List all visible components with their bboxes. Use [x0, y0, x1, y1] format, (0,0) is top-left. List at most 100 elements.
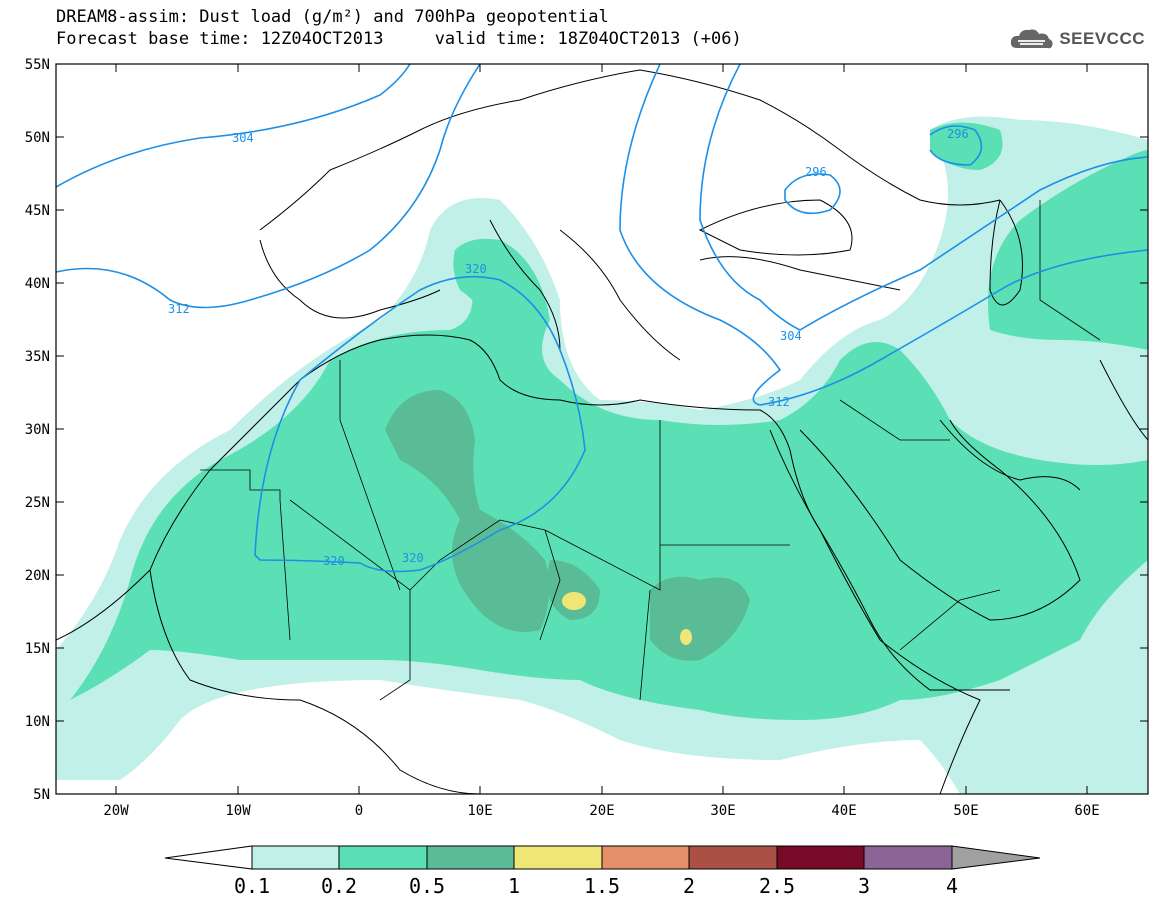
lat-label: 35N	[25, 349, 50, 365]
coastline-india	[1099, 359, 1148, 441]
border-line	[639, 589, 651, 701]
dust-field-mid	[988, 150, 1148, 350]
coastline-europe	[259, 69, 1001, 231]
contour-312-west	[56, 64, 481, 309]
border-line	[899, 589, 1001, 651]
contour-label: 320	[402, 551, 424, 565]
lon-label: 40E	[831, 803, 856, 819]
border-line	[539, 529, 561, 641]
contour-296-loop	[784, 173, 841, 215]
colorbar-right-arrow	[951, 845, 1041, 870]
lon-label: 0	[355, 803, 363, 819]
contour-label: 320	[465, 262, 487, 276]
lat-label: 25N	[25, 495, 50, 511]
colorbar-swatch	[513, 845, 603, 870]
seevccc-logo: SEEVCCC	[1009, 26, 1145, 52]
lon-label: 10W	[225, 803, 251, 819]
contour-304-west	[56, 64, 411, 188]
colorbar-swatch	[863, 845, 953, 870]
colorbar-swatch	[426, 845, 515, 870]
lat-label: 40N	[25, 276, 50, 292]
coastline-horn	[879, 639, 981, 794]
contour-label: 320	[323, 554, 345, 568]
colorbar-label: 3	[858, 874, 870, 898]
coastline-africa-w	[149, 569, 481, 794]
lon-label: 10E	[467, 803, 492, 819]
contour-label: 304	[780, 329, 802, 343]
logo-text: SEEVCCC	[1059, 29, 1145, 48]
colorbar-label: 2	[683, 874, 695, 898]
colorbar-swatch	[251, 845, 340, 870]
colorbar-labels: 0.1 0.2 0.5 1 1.5 2 2.5 3 4	[234, 874, 958, 898]
geopotential-contours	[56, 64, 1148, 573]
colorbar-label: 0.1	[234, 874, 270, 898]
map-title: DREAM8-assim: Dust load (g/m²) and 700hP…	[56, 7, 609, 27]
coastlines	[56, 69, 1148, 794]
lon-labels: 20W 10W 0 10E 20E 30E 40E 50E 60E	[103, 803, 1099, 819]
lat-label: 55N	[25, 57, 50, 73]
contour-labels: 304 312 320 320 320 296 296 304 312	[168, 127, 969, 568]
coastline-italy	[489, 219, 561, 351]
lat-label: 45N	[25, 203, 50, 219]
lon-label: 30E	[710, 803, 735, 819]
colorbar-label: 1.5	[584, 874, 620, 898]
contour-label: 296	[805, 165, 827, 179]
border-line	[379, 590, 411, 701]
colorbar	[164, 845, 1041, 870]
contour-296-north	[929, 125, 983, 166]
lat-label: 50N	[25, 130, 50, 146]
dust-field-high	[650, 576, 750, 661]
contour-312-east	[619, 64, 1148, 406]
border-line	[339, 360, 401, 591]
coastline-caspian	[989, 199, 1023, 306]
colorbar-label: 0.5	[409, 874, 445, 898]
colorbar-swatch	[688, 845, 778, 870]
coastline-persian-gulf	[939, 419, 1081, 491]
colorbar-label: 0.2	[321, 874, 357, 898]
lat-label: 15N	[25, 641, 50, 657]
colorbar-label: 2.5	[759, 874, 795, 898]
lon-label: 20W	[103, 803, 129, 819]
lat-label: 30N	[25, 422, 50, 438]
contour-label: 296	[947, 127, 969, 141]
cloud-icon	[1011, 29, 1053, 49]
colorbar-left-arrow	[164, 845, 253, 870]
lon-label: 20E	[589, 803, 614, 819]
coastline-arabia	[799, 419, 1081, 621]
contour-label: 312	[768, 395, 790, 409]
border-line	[1039, 200, 1101, 341]
colorbar-swatch	[776, 845, 865, 870]
map-subtitle: Forecast base time: 12Z04OCT2013 valid t…	[56, 29, 742, 49]
border-line	[839, 399, 950, 441]
coastline-blacksea	[698, 199, 853, 256]
lon-label: 50E	[953, 803, 978, 819]
dust-field-high	[385, 390, 549, 632]
coastline-balkans	[559, 229, 681, 361]
border-line	[200, 469, 291, 641]
coastline-redsea	[769, 429, 881, 641]
coastline-africa-nw	[56, 334, 1010, 691]
dust-field-mid	[453, 238, 545, 355]
contour-label: 312	[168, 302, 190, 316]
lat-axis	[56, 63, 1148, 795]
lat-label: 20N	[25, 568, 50, 584]
lat-label: 10N	[25, 714, 50, 730]
dust-field-mid	[930, 122, 1003, 170]
contour-320	[254, 275, 586, 573]
contour-label: 304	[232, 131, 254, 145]
border-line	[544, 420, 661, 591]
lat-label: 5N	[33, 787, 50, 803]
dust-field-peak	[562, 592, 586, 610]
lat-labels: 55N 50N 45N 40N 35N 30N 25N 20N 15N 10N …	[25, 57, 50, 803]
dust-fields	[56, 116, 1148, 794]
lon-label: 60E	[1074, 803, 1099, 819]
dust-field-peak	[680, 629, 692, 645]
colorbar-label: 4	[946, 874, 958, 898]
contour-304-east	[699, 64, 1148, 331]
coastline-iberia	[259, 239, 441, 319]
colorbar-swatch	[338, 845, 428, 870]
lon-axis	[115, 64, 1088, 794]
coastline-turkey	[699, 256, 901, 291]
colorbar-label: 1	[508, 874, 520, 898]
